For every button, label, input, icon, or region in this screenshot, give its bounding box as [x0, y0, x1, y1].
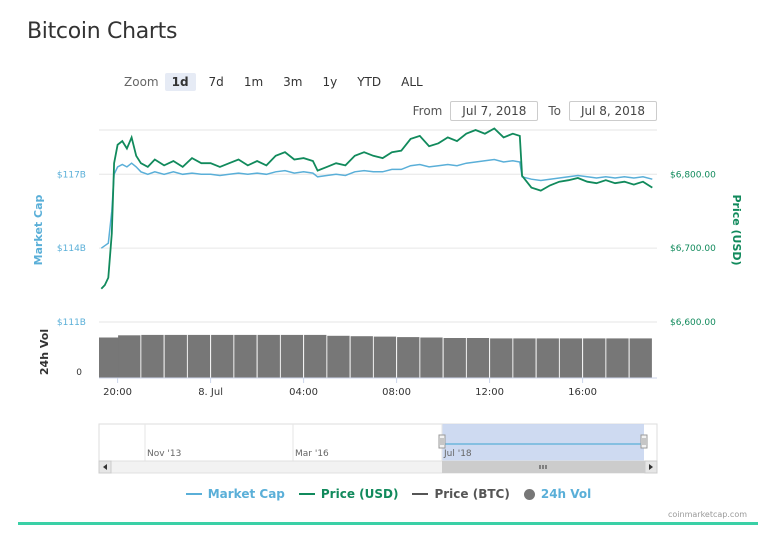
market-cap-tick-label: $117B	[57, 170, 86, 180]
volume-bar	[536, 338, 559, 378]
zoom-1d-button[interactable]: 1d	[164, 73, 196, 91]
volume-bar	[373, 336, 397, 378]
volume-bar	[513, 338, 536, 378]
x-tick-label: 8. Jul	[198, 387, 223, 398]
from-date-input[interactable]	[450, 101, 539, 121]
volume-bar	[234, 334, 257, 378]
legend-price-usd-swatch	[298, 493, 315, 495]
zoom-ytd-button[interactable]: YTD	[357, 75, 382, 89]
volume-tick-label: 0	[76, 368, 82, 378]
accent-underline	[18, 522, 758, 525]
page-title: Bitcoin Charts	[27, 19, 178, 44]
legend-market-cap-label: Market Cap	[207, 487, 285, 501]
volume-bar	[164, 334, 187, 378]
x-tick-label: 04:00	[289, 387, 318, 398]
legend-price-btc-label: Price (BTC)	[434, 487, 510, 501]
to-date-input[interactable]	[569, 101, 657, 121]
zoom-all-button[interactable]: ALL	[401, 75, 423, 89]
axes: $111B $114B $117B $6,600.00 $6,700.00 $6,800.…	[57, 170, 716, 398]
volume-axis-title: 24h Vol	[38, 329, 51, 375]
x-tick-label: 20:00	[103, 387, 132, 398]
zoom-bar: Zoom 1d 7d 1m 3m 1y YTD ALL	[124, 72, 436, 92]
volume-bar	[141, 334, 164, 378]
volume-bar	[280, 334, 304, 378]
legend-price-usd[interactable]: Price (USD)	[298, 487, 399, 501]
to-label: To	[548, 104, 561, 118]
volume-bar	[350, 336, 373, 378]
grid-lines	[99, 129, 657, 323]
legend-24h-vol-dot	[523, 488, 535, 500]
price-usd-tick-label: $6,800.00	[670, 170, 716, 180]
navigator-tick-label: Nov '13	[147, 449, 181, 459]
legend: Market Cap Price (USD) Price (BTC) 24h V…	[0, 487, 777, 501]
navigator-tick-label: Mar '16	[295, 449, 329, 459]
scroll-right-icon	[649, 464, 653, 470]
volume-bar	[466, 338, 490, 378]
legend-market-cap[interactable]: Market Cap	[185, 487, 285, 501]
navigator-left-handle[interactable]	[438, 434, 446, 449]
date-range-selector: From To	[413, 101, 657, 121]
volume-bar	[99, 337, 122, 378]
volume-bar	[629, 338, 652, 378]
price-usd-line	[100, 127, 653, 290]
volume-bar	[583, 338, 606, 378]
market-cap-tick-label: $111B	[57, 318, 86, 328]
volume-bar	[443, 338, 466, 378]
price-usd-tick-label: $6,700.00	[670, 244, 716, 254]
legend-price-usd-label: Price (USD)	[320, 487, 399, 501]
volume-bar	[118, 335, 141, 378]
navigator[interactable]: Nov '13 Mar '16 Jul '18	[98, 423, 658, 462]
market-cap-line	[100, 158, 653, 249]
zoom-1y-button[interactable]: 1y	[322, 75, 338, 89]
zoom-label: Zoom	[124, 75, 159, 89]
legend-24h-vol[interactable]: 24h Vol	[523, 487, 592, 501]
price-usd-axis-title: Price (USD)	[730, 194, 743, 265]
volume-bar	[606, 338, 629, 378]
x-tick-label: 12:00	[475, 387, 504, 398]
navigator-selection[interactable]	[442, 424, 644, 461]
legend-24h-vol-label: 24h Vol	[540, 487, 592, 501]
x-tick-label: 16:00	[568, 387, 597, 398]
zoom-7d-button[interactable]: 7d	[208, 75, 224, 89]
credit-text[interactable]: coinmarketcap.com	[668, 510, 747, 519]
legend-price-btc-swatch	[412, 493, 429, 495]
navigator-right-handle[interactable]	[640, 434, 648, 449]
zoom-1m-button[interactable]: 1m	[243, 75, 264, 89]
navigator-tick-label: Jul '18	[443, 449, 472, 459]
market-cap-tick-label: $114B	[57, 244, 86, 254]
volume-bar	[397, 337, 420, 378]
volume-bar	[187, 334, 211, 378]
scrollbar-grip-icon	[539, 465, 547, 469]
from-label: From	[412, 104, 443, 118]
scroll-left-icon	[103, 464, 107, 470]
market-cap-axis-title: Market Cap	[32, 195, 45, 266]
volume-bar	[559, 338, 583, 378]
volume-bars	[99, 334, 652, 378]
zoom-3m-button[interactable]: 3m	[283, 75, 303, 89]
x-tick-label: 08:00	[382, 387, 411, 398]
volume-bar	[327, 335, 350, 378]
volume-bar	[304, 334, 327, 378]
volume-bar	[420, 337, 443, 378]
legend-price-btc[interactable]: Price (BTC)	[412, 487, 510, 501]
legend-market-cap-swatch	[185, 493, 202, 495]
volume-bar	[490, 338, 513, 378]
volume-bar	[211, 334, 234, 378]
price-usd-tick-label: $6,600.00	[670, 318, 716, 328]
navigator-scrollbar[interactable]	[98, 460, 658, 474]
volume-bar	[257, 334, 280, 378]
